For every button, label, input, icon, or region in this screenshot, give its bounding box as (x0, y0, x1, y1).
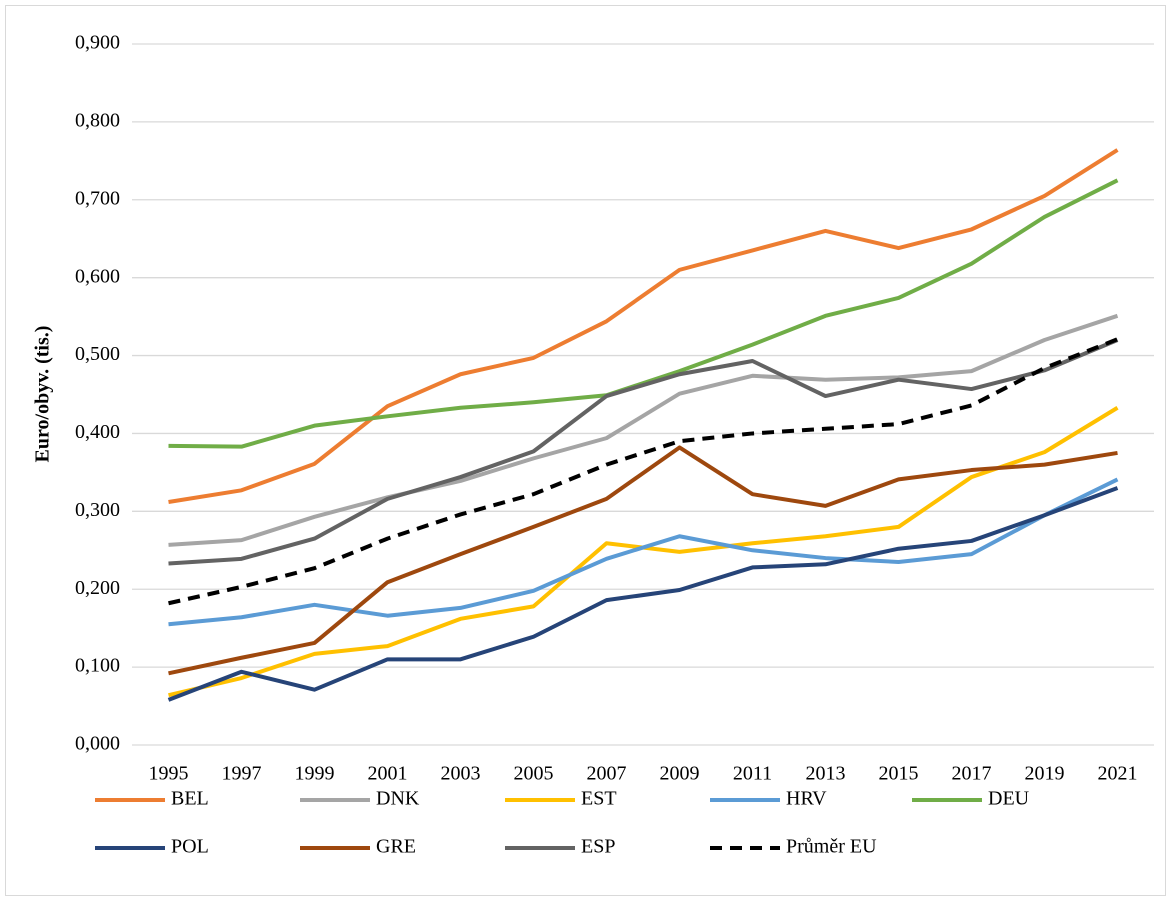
x-tick-label: 1999 (295, 763, 335, 785)
legend-label: POL (171, 836, 209, 858)
legend-label: ESP (581, 836, 615, 858)
x-tick-label: 1997 (222, 763, 262, 785)
series-line (168, 178, 1119, 449)
series-line (168, 445, 1118, 676)
x-tick-label: 2009 (660, 763, 700, 785)
series-line (168, 148, 1119, 504)
y-tick-label: 0,400 (75, 421, 120, 443)
legend-label: DEU (988, 788, 1030, 810)
chart-border (5, 5, 1166, 896)
legend-label: BEL (171, 788, 209, 810)
x-tick-label: 2005 (514, 763, 554, 785)
x-tick-label: 2007 (587, 763, 627, 785)
x-tick-label: 2019 (1025, 763, 1065, 785)
y-tick-label: 0,600 (75, 265, 120, 287)
legend-label: DNK (376, 788, 420, 810)
x-tick-label: 2003 (441, 763, 481, 785)
x-tick-label: 2001 (368, 763, 408, 785)
x-tick-label: 2021 (1098, 763, 1138, 785)
y-tick-label: 0,100 (75, 655, 120, 677)
y-tick-label: 0,800 (75, 109, 120, 131)
x-tick-label: 2011 (733, 763, 772, 785)
y-tick-label: 0,900 (75, 32, 120, 54)
y-tick-label: 0,200 (75, 577, 120, 599)
x-tick-label: 2017 (952, 763, 992, 785)
series-line (167, 486, 1119, 702)
series-line (168, 337, 1119, 606)
x-tick-label: 2015 (879, 763, 919, 785)
series-line (168, 313, 1119, 547)
y-tick-label: 0,500 (75, 343, 120, 365)
y-tick-label: 0,700 (75, 187, 120, 209)
legend-label: EST (581, 788, 617, 810)
series-line (168, 477, 1119, 627)
legend-label: Průměr EU (786, 836, 877, 858)
series-line (168, 338, 1119, 566)
legend-label: GRE (376, 836, 416, 858)
y-axis-label: Euro/obyv. (tis.) (32, 326, 54, 463)
x-tick-label: 2013 (806, 763, 846, 785)
y-tick-label: 0,000 (75, 733, 120, 755)
y-tick-label: 0,300 (75, 499, 120, 521)
x-tick-label: 1995 (149, 763, 189, 785)
legend-label: HRV (786, 788, 827, 810)
